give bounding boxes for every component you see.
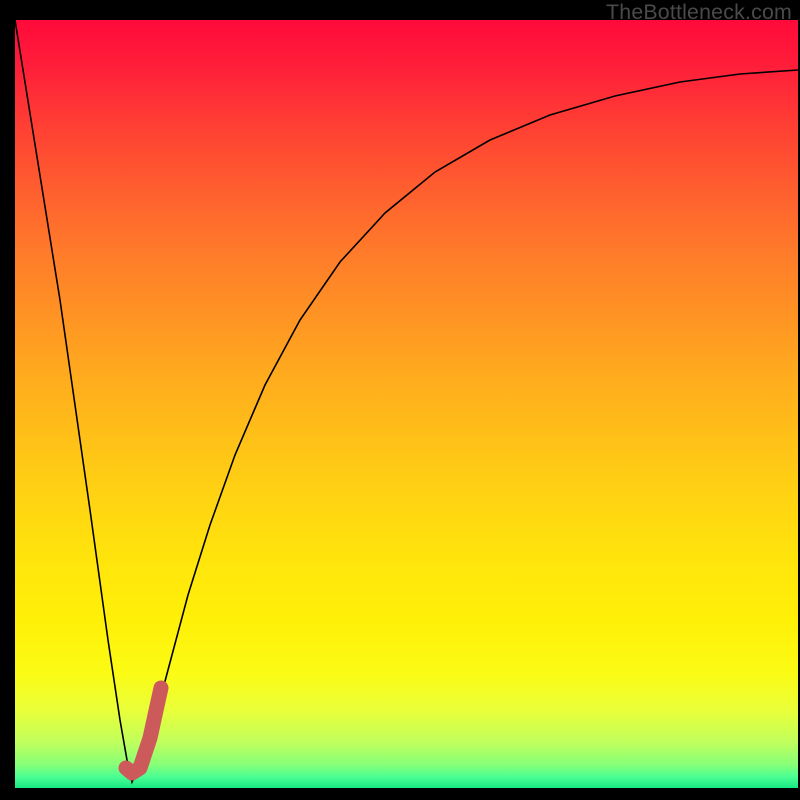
chart-overlay — [0, 0, 800, 800]
accent-marker — [126, 688, 161, 773]
watermark-text: TheBottleneck.com — [606, 0, 792, 25]
bottleneck-curve — [15, 20, 798, 782]
